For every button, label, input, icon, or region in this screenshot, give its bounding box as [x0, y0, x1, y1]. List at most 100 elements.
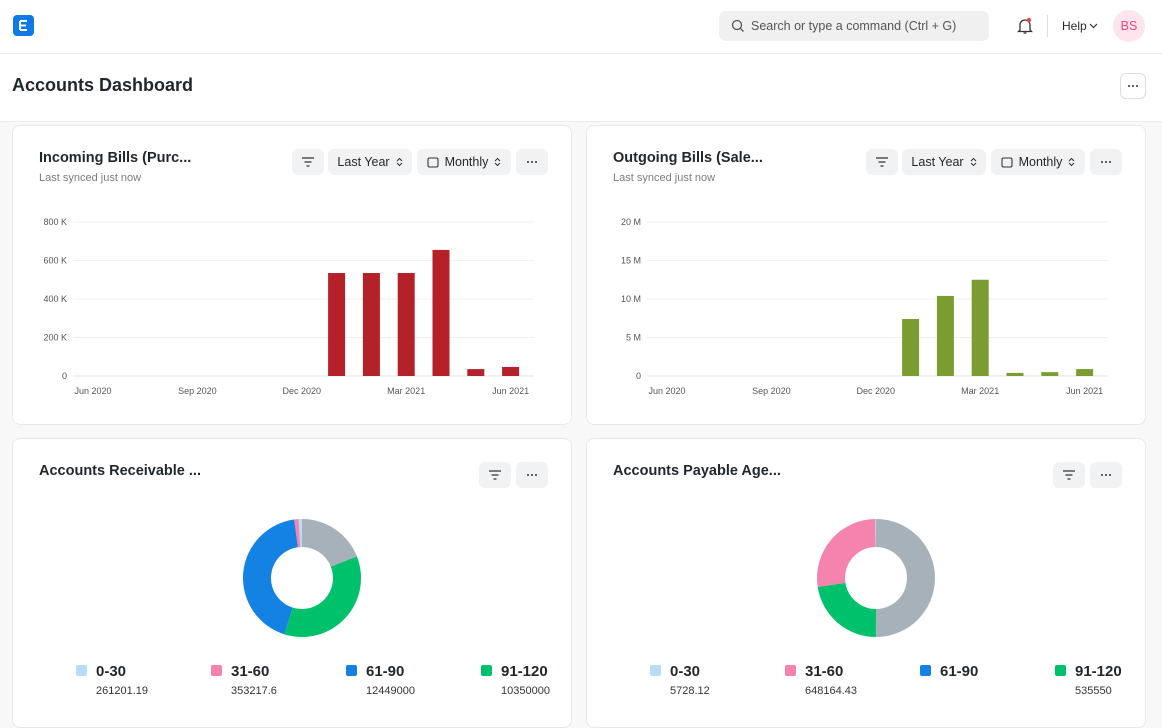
donut-slice: [817, 582, 876, 637]
bar: [1006, 372, 1024, 376]
filter-lines: [1063, 470, 1075, 480]
dots-icon: [1101, 474, 1111, 476]
filter-lines: [489, 470, 501, 480]
dot: [527, 161, 529, 163]
filter-button[interactable]: [479, 462, 511, 488]
legend-value: 353217.6: [231, 685, 277, 697]
chart: 0 200 K 400 K 600 K 800 K Jun 2020 Sep 2020 Dec…: [43, 217, 534, 396]
card-title: Accounts Receivable ...: [39, 463, 201, 479]
legend-label: 0-30: [670, 663, 700, 680]
control-select[interactable]: Monthly: [991, 149, 1085, 175]
caret: [970, 157, 976, 167]
select-caret: [1069, 157, 1075, 167]
bar: [1041, 372, 1059, 376]
x-tick-label: Jun 2020: [74, 386, 111, 396]
control-select[interactable]: Monthly: [417, 149, 511, 175]
filter-icon: [302, 157, 314, 167]
chart-card: Outgoing Bills (Sale... Last synced just …: [586, 125, 1146, 425]
logo[interactable]: [13, 15, 34, 36]
y-tick-label: 600 K: [43, 256, 67, 266]
dots-icon: [1128, 85, 1138, 87]
filter-button[interactable]: [1053, 462, 1085, 488]
help-menu[interactable]: Help: [1062, 19, 1087, 33]
legend-swatch: [785, 665, 796, 676]
legend-swatch: [211, 665, 222, 676]
y-tick-label: 400 K: [43, 294, 67, 304]
y-tick-label: 0: [636, 371, 641, 381]
calendar-shape: [427, 157, 439, 168]
page-menu-button[interactable]: [1120, 73, 1146, 99]
select-caret: [495, 157, 501, 167]
donut-slice: [875, 519, 935, 637]
bar: [936, 295, 954, 376]
legend-swatch: [650, 665, 661, 676]
dot: [531, 474, 533, 476]
control-select[interactable]: Last Year: [328, 149, 412, 175]
x-tick-label: Jun 2021: [1066, 386, 1103, 396]
legend-label: 61-90: [366, 663, 404, 680]
card-subtitle: Last synced just now: [613, 172, 716, 184]
legend-value: 535550: [1075, 685, 1112, 697]
card-title: Accounts Payable Age...: [613, 463, 781, 479]
legend-value: 261201.19: [96, 685, 148, 697]
calendar-shape: [1001, 157, 1013, 168]
donut-slice: [294, 519, 301, 548]
dot: [535, 161, 537, 163]
caret: [396, 157, 402, 167]
x-tick-label: Sep 2020: [178, 386, 217, 396]
dot: [1109, 161, 1111, 163]
control-label: Last Year: [337, 155, 390, 169]
x-tick-label: Sep 2020: [752, 386, 791, 396]
dot: [1105, 474, 1107, 476]
legend-swatch: [1055, 665, 1066, 676]
control-label: Monthly: [1018, 155, 1063, 169]
search-box[interactable]: Search or type a command (Ctrl + G): [719, 11, 989, 41]
chart-card: Accounts Receivable ... 0-30 261201.19 31-6…: [12, 438, 572, 728]
search-placeholder: Search or type a command (Ctrl + G): [751, 19, 957, 33]
legend-label: 91-120: [501, 663, 548, 680]
control-select[interactable]: Last Year: [902, 149, 986, 175]
caret: [495, 157, 501, 167]
card-menu-button[interactable]: [1090, 462, 1122, 488]
control-label: Monthly: [444, 155, 489, 169]
legend-value: 10350000: [501, 685, 550, 697]
separator: [1047, 15, 1048, 37]
filter-lines: [876, 157, 888, 167]
x-tick-label: Jun 2020: [648, 386, 685, 396]
filter-button[interactable]: [292, 149, 324, 175]
card-menu-button[interactable]: [516, 462, 548, 488]
x-tick-label: Mar 2021: [387, 386, 425, 396]
donut-slice: [817, 519, 876, 588]
calendar-icon: [427, 157, 439, 168]
search-icon: [731, 19, 744, 32]
calendar-icon: [1001, 157, 1013, 168]
legend-label: 91-120: [1075, 663, 1122, 680]
card-subtitle: Last synced just now: [39, 172, 142, 184]
avatar[interactable]: BS: [1113, 10, 1145, 42]
filter-button[interactable]: [866, 149, 898, 175]
y-tick-label: 15 M: [621, 256, 641, 266]
dot: [1101, 474, 1103, 476]
select-caret: [970, 157, 976, 167]
card-title: Incoming Bills (Purc...: [39, 150, 192, 166]
notification-bell[interactable]: [1017, 17, 1033, 35]
legend-swatch: [920, 665, 931, 676]
control-label: Last Year: [911, 155, 964, 169]
dot: [1105, 161, 1107, 163]
y-tick-label: 0: [62, 371, 67, 381]
card-menu-button[interactable]: [516, 149, 548, 175]
dot: [527, 474, 529, 476]
bar: [397, 273, 415, 376]
chart: 0-30 5728.12 31-60 648164.43 61-90 91-120 5355…: [650, 519, 1122, 697]
dots-icon: [527, 161, 537, 163]
legend-swatch: [76, 665, 87, 676]
card-menu-button[interactable]: [1090, 149, 1122, 175]
filter-lines: [302, 157, 314, 167]
x-tick-label: Dec 2020: [857, 386, 896, 396]
help-caret: [1089, 23, 1098, 29]
bar: [1076, 369, 1094, 376]
legend-label: 61-90: [940, 663, 978, 680]
bar: [432, 249, 450, 376]
dot: [531, 161, 533, 163]
